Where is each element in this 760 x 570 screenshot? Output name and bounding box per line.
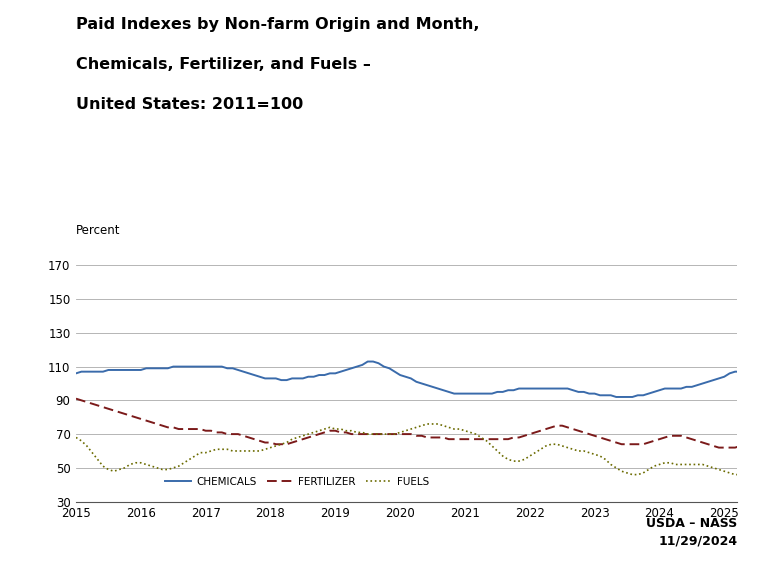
Text: Chemicals, Fertilizer, and Fuels –: Chemicals, Fertilizer, and Fuels – bbox=[76, 57, 371, 72]
Text: USDA – NASS
11/29/2024: USDA – NASS 11/29/2024 bbox=[646, 517, 737, 547]
Text: Percent: Percent bbox=[76, 223, 121, 237]
Text: United States: 2011=100: United States: 2011=100 bbox=[76, 97, 303, 112]
Text: Paid Indexes by Non-farm Origin and Month,: Paid Indexes by Non-farm Origin and Mont… bbox=[76, 17, 480, 32]
Legend: CHEMICALS, FERTILIZER, FUELS: CHEMICALS, FERTILIZER, FUELS bbox=[160, 473, 434, 491]
